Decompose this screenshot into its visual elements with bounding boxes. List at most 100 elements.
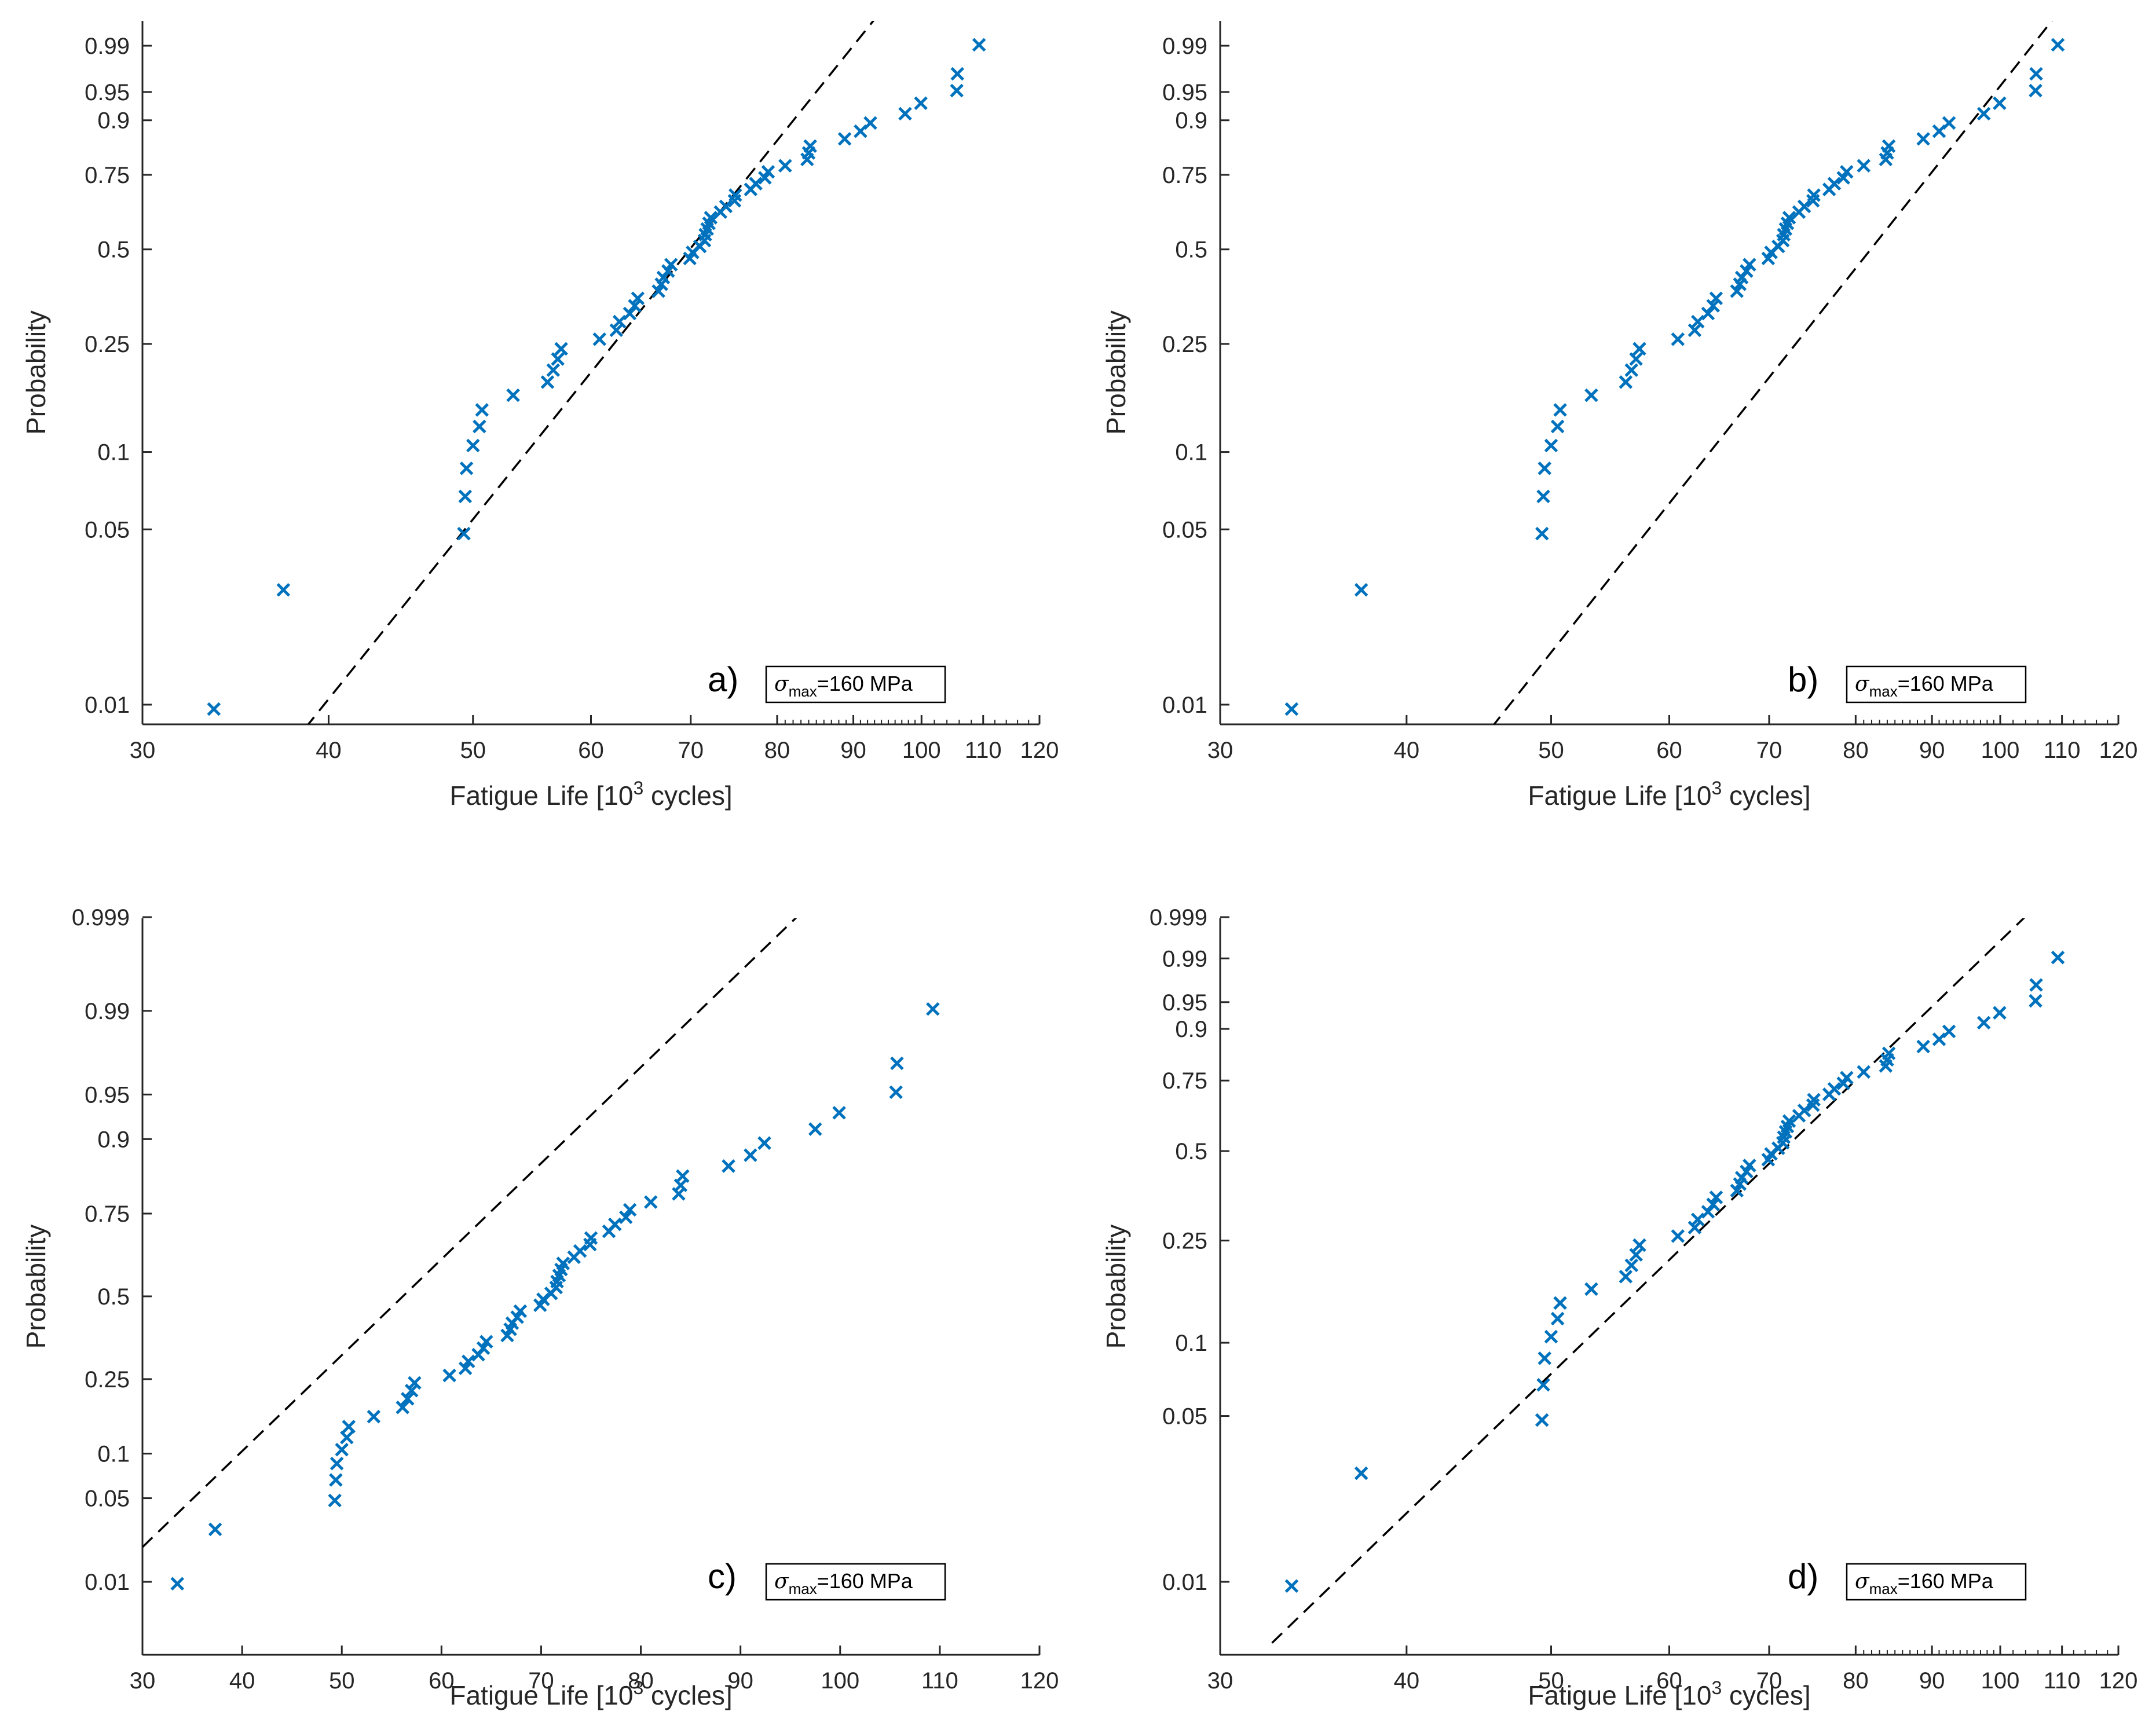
data-point (1553, 403, 1567, 417)
data-point (1550, 419, 1565, 434)
data-point-stroke (1584, 388, 1598, 402)
data-point-stroke (170, 1577, 185, 1591)
data-point-stroke (926, 1002, 940, 1016)
fit-line (1492, 21, 2053, 724)
data-point-stroke (408, 1376, 422, 1390)
data-point (328, 1493, 342, 1508)
data-point (556, 1256, 570, 1270)
data-point (972, 38, 986, 52)
data-point-stroke (276, 582, 291, 597)
data-point (442, 1368, 456, 1383)
data-point (330, 1456, 344, 1471)
x-axis-label-main: Fatigue Life [10 (1528, 1680, 1711, 1710)
data-point (546, 363, 561, 378)
data-point (1632, 342, 1646, 356)
y-tick-label: 0.999 (72, 905, 130, 930)
x-axis-label-superscript: 3 (633, 778, 643, 798)
data-point-stroke (473, 419, 486, 434)
data-point (1701, 1205, 1715, 1219)
data-point-stroke (618, 1210, 633, 1225)
data-point (551, 352, 565, 366)
data-point (584, 1231, 598, 1245)
data-point (1550, 1311, 1565, 1326)
data-point (2029, 994, 2042, 1008)
data-point (889, 1085, 903, 1100)
x-tick-label: 110 (2044, 1668, 2081, 1694)
data-point-stroke (1535, 526, 1549, 541)
y-tick-label: 0.01 (1162, 1570, 1207, 1595)
data-point (573, 1244, 587, 1258)
data-point-stroke (2029, 83, 2042, 98)
data-point-stroke (1538, 461, 1552, 475)
data-point (367, 1409, 381, 1424)
chart-panel-b: 30 40 50 60 70 80 90 100 110 120 0.01 0.05 0.1 0.25 0.… (1101, 21, 2137, 811)
y-tick-label: 0.1 (97, 1442, 130, 1467)
data-point (1840, 165, 1854, 179)
x-tick-label: 100 (1981, 738, 2020, 763)
data-point (1730, 284, 1744, 298)
data-point-stroke (1993, 1006, 2007, 1020)
annotation-box (1846, 665, 2027, 703)
data-point-stroke (546, 363, 561, 378)
data-point-stroke (1671, 332, 1685, 346)
data-point (950, 83, 964, 98)
data-point (1882, 1046, 1896, 1061)
data-point-stroke (1688, 323, 1702, 338)
data-point-stroke (462, 1354, 475, 1369)
y-tick-label: 0.999 (1150, 905, 1207, 930)
x-tick-label: 40 (316, 738, 342, 763)
data-point (1942, 1024, 1956, 1039)
fit-line (1271, 918, 2025, 1644)
y-tick-label: 0.99 (85, 999, 130, 1024)
data-point-stroke (1706, 1197, 1720, 1211)
fit-line (307, 21, 875, 724)
y-tick-label: 0.05 (1162, 1404, 1207, 1430)
data-point (719, 199, 733, 214)
annotation-text: σmax=160 MPa (774, 672, 913, 700)
data-point (459, 461, 474, 475)
annotation-value: =160 MPa (1898, 672, 1994, 695)
data-point-stroke (1538, 1351, 1552, 1365)
data-point (757, 1136, 771, 1150)
x-tick-label: 30 (1207, 1668, 1233, 1694)
data-point-stroke (761, 165, 775, 179)
x-tick-label: 50 (1538, 1668, 1564, 1694)
y-tick-label: 0.75 (1162, 1068, 1207, 1094)
data-point (1544, 1329, 1558, 1344)
data-point (808, 1122, 822, 1136)
data-point-stroke (540, 375, 555, 389)
x-tick-label: 30 (130, 738, 156, 763)
data-point-stroke (1882, 1046, 1896, 1061)
data-point (1535, 1413, 1549, 1427)
data-point (1993, 96, 2007, 111)
data-point (506, 388, 520, 402)
data-point-stroke (1797, 199, 1811, 214)
y-tick-label: 0.9 (97, 1127, 130, 1152)
data-point-stroke (335, 1442, 349, 1457)
data-point-stroke (1553, 1296, 1567, 1310)
data-point (458, 1361, 473, 1376)
data-point (475, 403, 489, 417)
data-point (612, 314, 627, 329)
data-point-stroke (950, 67, 964, 81)
y-tick-label: 0.25 (85, 1367, 130, 1392)
data-point-stroke (2051, 38, 2065, 52)
x-tick-label: 110 (2044, 738, 2081, 763)
data-point-stroke (1807, 1093, 1821, 1107)
data-point (458, 489, 473, 504)
data-point-stroke (367, 1409, 381, 1424)
x-tick-label: 40 (1394, 738, 1420, 763)
data-point-stroke (1782, 1114, 1796, 1128)
data-point-stroke (1284, 702, 1299, 716)
data-point (1584, 388, 1598, 402)
data-point (1619, 375, 1633, 389)
y-tick-label: 0.99 (1162, 946, 1207, 972)
data-point (1743, 1159, 1756, 1172)
data-point-stroke (719, 199, 733, 214)
chart-panel-a: 30 40 50 60 70 80 90 100 110 120 0.01 0.05 0.1 0.25 0.… (21, 21, 1059, 811)
data-point (207, 702, 221, 716)
y-axis-label: Probability (1101, 1225, 1131, 1349)
data-point (170, 1577, 185, 1591)
data-point (1782, 1114, 1796, 1128)
data-point-stroke (458, 489, 473, 504)
